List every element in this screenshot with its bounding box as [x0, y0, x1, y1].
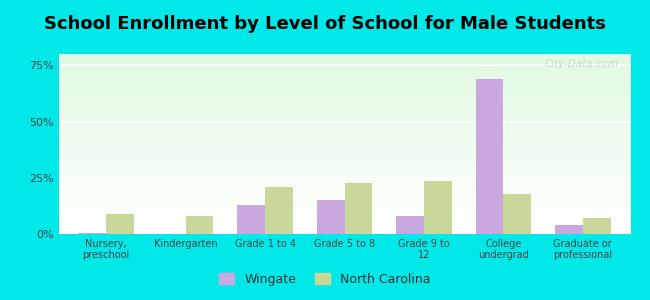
Legend: Wingate, North Carolina: Wingate, North Carolina: [214, 268, 436, 291]
Bar: [424, 181, 452, 234]
Bar: [237, 205, 265, 234]
Bar: [186, 216, 213, 234]
Text: City-Data.com: City-Data.com: [545, 59, 619, 69]
Bar: [317, 200, 345, 234]
Bar: [555, 225, 583, 234]
Bar: [476, 79, 503, 234]
Bar: [106, 214, 134, 234]
Bar: [396, 216, 424, 234]
Bar: [79, 233, 106, 234]
Bar: [265, 187, 293, 234]
Bar: [583, 218, 610, 234]
Bar: [344, 183, 372, 234]
Bar: [503, 194, 531, 234]
Text: School Enrollment by Level of School for Male Students: School Enrollment by Level of School for…: [44, 15, 606, 33]
